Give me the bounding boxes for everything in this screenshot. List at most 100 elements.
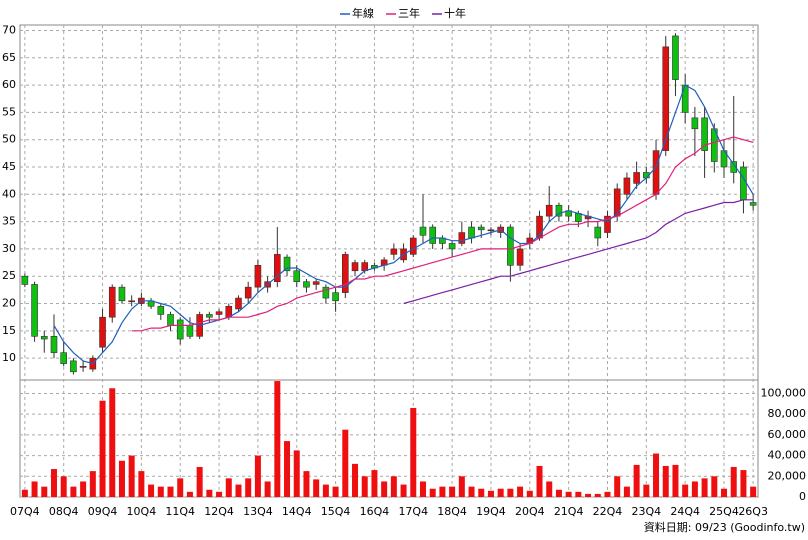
candle-body [186, 325, 194, 337]
plot-frame [19, 24, 759, 498]
candle-body [507, 226, 514, 266]
x-tick-label: 21Q4 [554, 505, 584, 518]
x-tick-label: 12Q4 [204, 505, 234, 518]
candle-body [118, 286, 126, 302]
volume-bar [313, 479, 320, 497]
volume-bar [458, 476, 465, 497]
volume-bar [177, 478, 184, 497]
candle-body [342, 254, 349, 293]
volume-bar [740, 470, 747, 497]
volume-bar [206, 489, 213, 497]
candle-body [31, 284, 38, 337]
x-tick-label: 24Q4 [670, 505, 700, 518]
candle-body [21, 275, 29, 285]
candle-body [312, 281, 320, 285]
candle-body [206, 314, 213, 318]
y-tick-label: 70 [2, 23, 16, 36]
volume-tick-label: 60,000 [768, 428, 807, 441]
volume-bar [186, 491, 193, 497]
candle-body [623, 177, 631, 195]
volume-bar [89, 471, 96, 497]
x-tick-label: 18Q4 [437, 505, 467, 518]
legend-label: 三年 [398, 6, 420, 20]
candle-body [672, 35, 679, 80]
candle-body [419, 226, 427, 236]
volume-tick-label: 0 [799, 490, 806, 503]
candle-body [303, 281, 310, 288]
volume-bar [536, 465, 543, 497]
volume-bar [614, 476, 621, 497]
volume-bar [478, 488, 485, 497]
x-tick-label: 09Q4 [88, 505, 118, 518]
x-tick-label: 19Q4 [476, 505, 506, 518]
volume-bar [410, 407, 417, 497]
volume-bar [507, 488, 514, 497]
volume-bar [60, 476, 67, 497]
volume-bar [429, 488, 436, 497]
x-tick-label: 10Q4 [127, 505, 157, 518]
candle-body [244, 286, 252, 299]
volume-bar [196, 466, 203, 497]
candle-body [351, 262, 359, 272]
candle-body [429, 226, 436, 244]
candle-body [108, 286, 116, 318]
volume-bar [216, 491, 223, 497]
volume-bar [148, 484, 155, 497]
candle-body [468, 226, 475, 239]
volume-bar [546, 481, 553, 497]
candle-body [293, 270, 301, 282]
candle-body [730, 161, 738, 173]
y-tick-label: 60 [2, 78, 16, 91]
volume-bar [623, 486, 630, 497]
volume-bar [254, 455, 261, 497]
volume-tick-label: 80,000 [768, 407, 807, 420]
y-tick-label: 45 [2, 160, 16, 173]
volume-bar [284, 441, 291, 497]
volume-bar [643, 484, 650, 497]
candle-body [575, 213, 582, 222]
volume-bar [118, 460, 125, 497]
volume-bar [50, 469, 57, 497]
candle-body [60, 352, 67, 364]
legend-label: 年線 [352, 6, 374, 20]
volume-bar [138, 471, 145, 497]
candle-body [283, 256, 291, 272]
y-tick-label: 35 [2, 215, 16, 228]
y-tick-label: 15 [2, 324, 16, 337]
candle-body [740, 166, 747, 201]
volume-bar [381, 481, 388, 497]
volume-bar [274, 381, 281, 497]
candle-body [70, 360, 77, 373]
candle-body [50, 336, 58, 353]
volume-bar [594, 493, 601, 497]
candle-body [128, 300, 135, 303]
volume-bar [70, 486, 77, 497]
candle-body [633, 172, 640, 184]
candle-body [448, 243, 456, 250]
candle-body [40, 336, 48, 340]
y-tick-label: 50 [2, 133, 16, 146]
volume-bar [342, 429, 349, 497]
candle-body [361, 262, 369, 272]
volume-bar [555, 489, 562, 497]
volume-bar [653, 453, 660, 497]
volume-bar [293, 450, 300, 497]
candle-body [594, 226, 602, 239]
candle-body [274, 254, 281, 282]
volume-bar [691, 481, 698, 497]
x-tick-label: 13Q4 [243, 505, 273, 518]
candle-body [545, 204, 553, 217]
x-tick-label: 17Q4 [398, 505, 428, 518]
volume-bar [371, 470, 378, 497]
volume-tick-label: 100,000 [761, 386, 807, 399]
y-tick-label: 30 [2, 242, 16, 255]
ma-line [53, 84, 754, 365]
candle-body [701, 117, 708, 151]
volume-bar [167, 486, 174, 497]
x-tick-label: 11Q4 [165, 505, 195, 518]
candle-body [99, 316, 106, 348]
volume-bar [575, 491, 582, 497]
volume-bar [468, 486, 475, 497]
volume-bar [439, 486, 446, 497]
candle-body [254, 265, 262, 288]
